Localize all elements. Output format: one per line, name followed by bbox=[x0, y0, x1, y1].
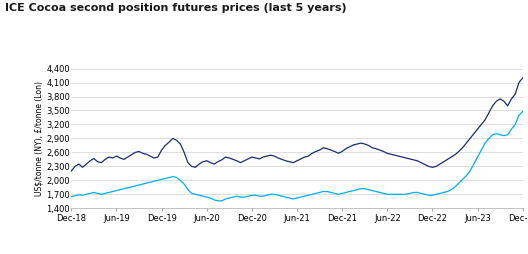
Y-axis label: US$/tonne (NY), £/tonne (Lon): US$/tonne (NY), £/tonne (Lon) bbox=[34, 81, 43, 196]
Text: ICE Cocoa second position futures prices (last 5 years): ICE Cocoa second position futures prices… bbox=[5, 3, 347, 12]
